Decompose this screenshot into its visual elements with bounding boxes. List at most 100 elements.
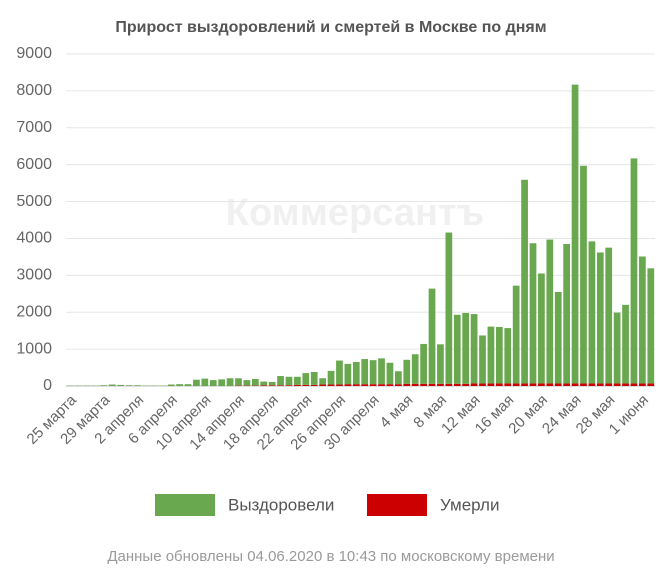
bar bbox=[260, 381, 268, 386]
bar bbox=[563, 383, 571, 386]
bar bbox=[538, 273, 545, 384]
bar bbox=[268, 381, 276, 386]
bar bbox=[336, 360, 343, 385]
bar bbox=[571, 383, 579, 386]
bar bbox=[521, 383, 528, 386]
bar bbox=[487, 383, 495, 386]
bar bbox=[277, 376, 284, 386]
bar bbox=[218, 379, 226, 386]
bar bbox=[453, 383, 461, 386]
bar bbox=[327, 370, 335, 385]
bar bbox=[512, 285, 520, 384]
bar bbox=[554, 383, 562, 386]
bar bbox=[235, 378, 242, 386]
bar bbox=[411, 354, 419, 384]
bar bbox=[504, 328, 512, 384]
bar bbox=[479, 383, 486, 386]
y-tick-label: 8000 bbox=[16, 82, 52, 99]
bar bbox=[596, 252, 604, 384]
bar bbox=[470, 383, 478, 386]
bar bbox=[613, 383, 621, 386]
bar bbox=[479, 335, 486, 384]
bar bbox=[386, 384, 394, 386]
bar bbox=[411, 383, 419, 386]
bar bbox=[369, 384, 377, 386]
bar bbox=[571, 84, 579, 384]
bar bbox=[209, 380, 217, 386]
bar bbox=[310, 371, 318, 385]
bar bbox=[394, 384, 402, 386]
bar bbox=[310, 384, 318, 386]
bar bbox=[294, 376, 301, 385]
bar bbox=[243, 380, 251, 386]
bar bbox=[285, 385, 293, 386]
bar bbox=[453, 314, 461, 384]
bar bbox=[285, 376, 293, 386]
y-tick-label: 4000 bbox=[16, 230, 52, 247]
bar bbox=[647, 268, 655, 384]
bar bbox=[470, 314, 478, 384]
bar bbox=[588, 241, 596, 384]
bar bbox=[630, 158, 638, 384]
y-tick-label: 1000 bbox=[16, 340, 52, 357]
bar bbox=[260, 385, 268, 386]
bar bbox=[529, 243, 537, 384]
bar bbox=[294, 384, 301, 386]
bar bbox=[108, 384, 116, 386]
bar bbox=[378, 384, 385, 386]
bar bbox=[386, 362, 394, 385]
bar bbox=[588, 383, 596, 386]
bar bbox=[428, 288, 436, 384]
bar bbox=[596, 383, 604, 386]
bar bbox=[302, 373, 310, 385]
bar bbox=[361, 384, 369, 386]
watermark: Коммерсантъ bbox=[226, 192, 484, 234]
bar bbox=[336, 384, 343, 386]
bar bbox=[352, 362, 360, 385]
bar bbox=[512, 383, 520, 386]
bar bbox=[344, 363, 352, 385]
bar bbox=[639, 383, 646, 386]
legend-label: Выздоровели bbox=[228, 495, 334, 514]
bar bbox=[462, 312, 470, 384]
y-tick-label: 3000 bbox=[16, 267, 52, 284]
bar bbox=[100, 385, 108, 386]
bar bbox=[428, 383, 436, 386]
bar bbox=[176, 384, 183, 386]
y-tick-label: 7000 bbox=[16, 119, 52, 136]
y-tick-label: 5000 bbox=[16, 193, 52, 210]
bar bbox=[167, 384, 175, 386]
x-tick-label: 4 мая bbox=[377, 392, 417, 432]
bar bbox=[369, 360, 377, 385]
bar bbox=[529, 383, 537, 386]
bar bbox=[403, 359, 411, 384]
bar bbox=[462, 383, 470, 386]
bar bbox=[605, 383, 613, 386]
bar bbox=[378, 358, 385, 385]
bar bbox=[125, 385, 133, 386]
bar bbox=[538, 383, 545, 386]
bar bbox=[563, 243, 571, 384]
bar bbox=[361, 359, 369, 385]
bar bbox=[277, 385, 284, 386]
y-tick-label: 9000 bbox=[16, 45, 52, 62]
legend-swatch bbox=[367, 494, 427, 516]
bar bbox=[302, 384, 310, 386]
bar bbox=[117, 384, 125, 386]
bar bbox=[647, 383, 655, 386]
bar bbox=[622, 304, 629, 384]
y-tick-label: 0 bbox=[43, 377, 52, 394]
bar bbox=[580, 383, 587, 386]
bar bbox=[639, 256, 646, 384]
bar bbox=[580, 165, 587, 384]
bar bbox=[495, 383, 503, 386]
bar bbox=[319, 384, 327, 386]
bar bbox=[319, 378, 327, 385]
bar bbox=[344, 384, 352, 386]
update-note: Данные обновлены 04.06.2020 в 10:43 по м… bbox=[107, 548, 554, 565]
bar bbox=[420, 343, 427, 384]
bar bbox=[193, 379, 200, 386]
bar bbox=[622, 383, 629, 386]
bar bbox=[226, 378, 234, 386]
